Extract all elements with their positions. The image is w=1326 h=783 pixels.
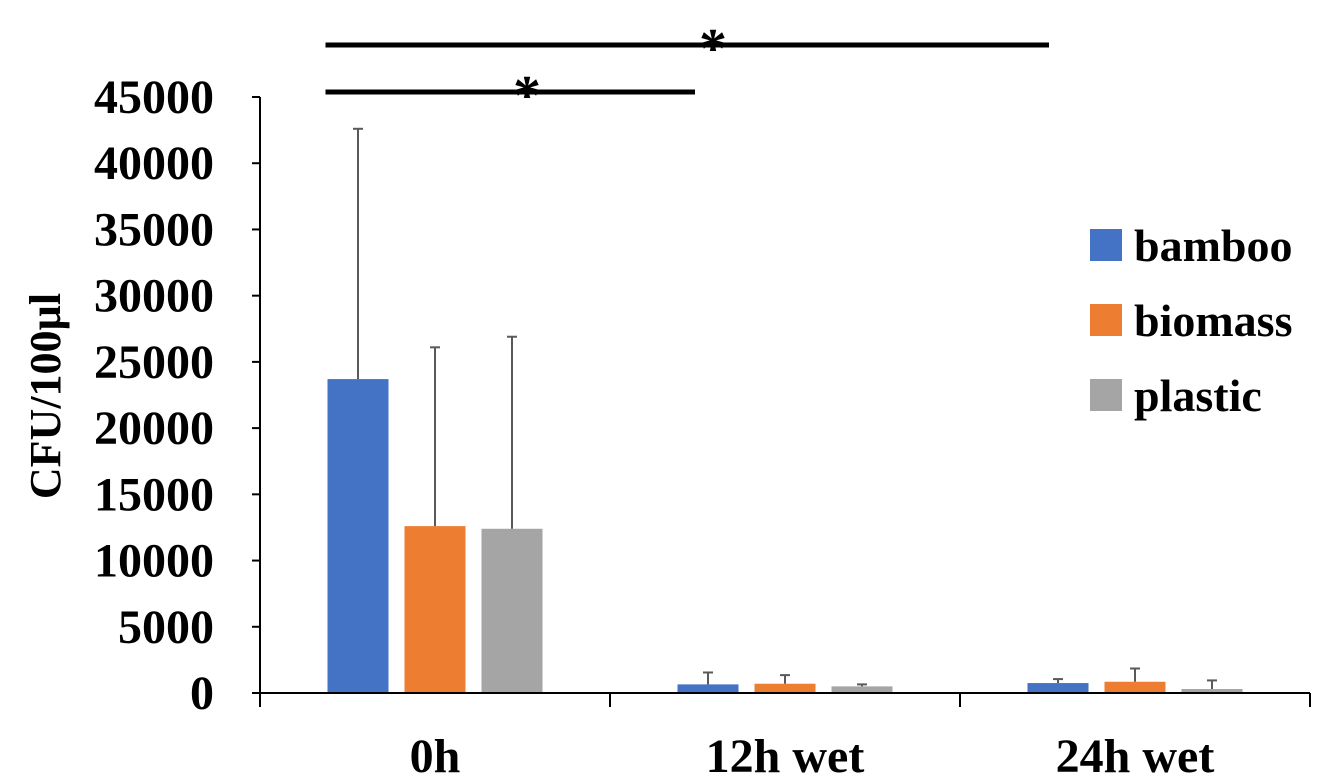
y-tick-label: 25000 — [94, 336, 214, 389]
bar-biomass-12h-wet — [754, 683, 816, 693]
y-tick-label: 10000 — [94, 535, 214, 588]
legend-swatch-plastic — [1090, 379, 1122, 411]
y-tick-labels-group: 0 5000 10000 15000 20000 25000 30000 35000 40000… — [94, 71, 214, 720]
legend-label-bamboo: bamboo — [1134, 220, 1292, 271]
bar-biomass-24h-wet — [1104, 681, 1166, 693]
bar-bamboo-12h-wet — [677, 684, 739, 693]
legend-swatch-biomass — [1090, 304, 1122, 336]
error-bars-group — [353, 127, 1217, 690]
y-tick-label: 0 — [190, 667, 214, 720]
y-tick-label: 15000 — [94, 468, 214, 521]
y-tick-label: 20000 — [94, 402, 214, 455]
bar-bamboo-0h — [327, 379, 389, 693]
x-tick-label: 0h — [410, 730, 461, 778]
bars-group — [327, 379, 1243, 693]
bar-plastic-24h-wet — [1181, 689, 1243, 693]
y-tick-label: 40000 — [94, 137, 214, 190]
legend-label-biomass: biomass — [1134, 295, 1292, 346]
bar-bamboo-24h-wet — [1027, 683, 1089, 693]
y-tick-label: 35000 — [94, 203, 214, 256]
legend-swatch-bamboo — [1090, 229, 1122, 261]
x-tick-labels-group: 0h 12h wet 24h wet — [410, 730, 1215, 783]
legend-label-plastic: plastic — [1134, 370, 1262, 421]
significance-star: * — [699, 18, 727, 80]
x-tick-label: 12h wet — [706, 730, 865, 778]
significance-group: ** — [325, 18, 1049, 127]
y-tick-label: 5000 — [118, 601, 214, 654]
y-axis-label: CFU/100µl — [21, 293, 70, 499]
y-tick-label: 30000 — [94, 270, 214, 323]
bar-biomass-0h — [404, 526, 466, 693]
bar-plastic-12h-wet — [831, 686, 893, 693]
x-tick-label: 24h wet — [1056, 730, 1215, 778]
bar-plastic-0h — [481, 528, 543, 693]
axes-group — [252, 96, 1311, 707]
legend: bamboo biomass plastic — [1090, 220, 1292, 421]
significance-star: * — [513, 65, 541, 127]
y-tick-label: 45000 — [94, 71, 214, 124]
